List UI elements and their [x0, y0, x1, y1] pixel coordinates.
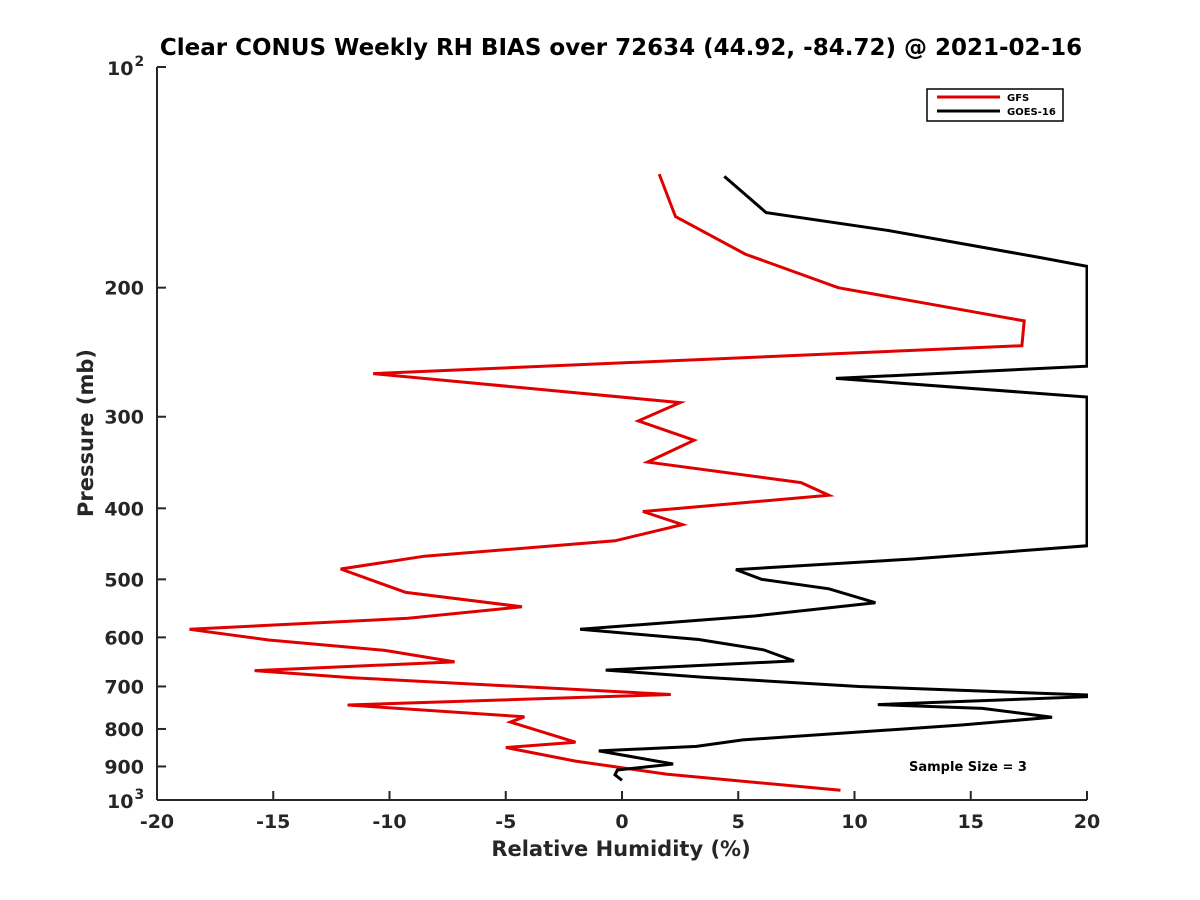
legend-label-goes-16: GOES-16 [1007, 107, 1056, 118]
chart-title: Clear CONUS Weekly RH BIAS over 72634 (4… [160, 35, 1082, 61]
x-tick-label: 10 [841, 811, 867, 833]
x-tick-label: -10 [372, 811, 406, 833]
x-tick-label: 20 [1074, 811, 1100, 833]
series-line-gfs [189, 173, 1026, 792]
series-line-goes-16 [579, 175, 1088, 782]
legend-box [926, 88, 1064, 122]
y-tick-label: 300 [104, 407, 144, 429]
x-tick-label: 5 [732, 811, 745, 833]
y-tick-label: 800 [104, 719, 144, 741]
legend: GFS GOES-16 [926, 88, 1064, 122]
y-tick-label: 600 [104, 627, 144, 649]
x-tick-label: 0 [615, 811, 628, 833]
x-axis-label: Relative Humidity (%) [491, 837, 750, 861]
x-tick-label: 15 [958, 811, 984, 833]
y-tick-label: 102 [107, 54, 144, 80]
x-tick-label: -5 [495, 811, 516, 833]
x-tick-label: -20 [140, 811, 174, 833]
y-tick-label: 900 [104, 756, 144, 778]
y-tick-label: 200 [104, 278, 144, 300]
y-tick-label: 103 [107, 787, 144, 813]
legend-label-gfs: GFS [1007, 93, 1029, 104]
y-tick-label: 500 [104, 569, 144, 591]
y-axis-label: Pressure (mb) [74, 349, 98, 517]
sample-size-annotation: Sample Size = 3 [909, 760, 1027, 775]
y-tick-label: 400 [104, 498, 144, 520]
y-tick-label: 700 [104, 676, 144, 698]
x-tick-label: -15 [256, 811, 290, 833]
